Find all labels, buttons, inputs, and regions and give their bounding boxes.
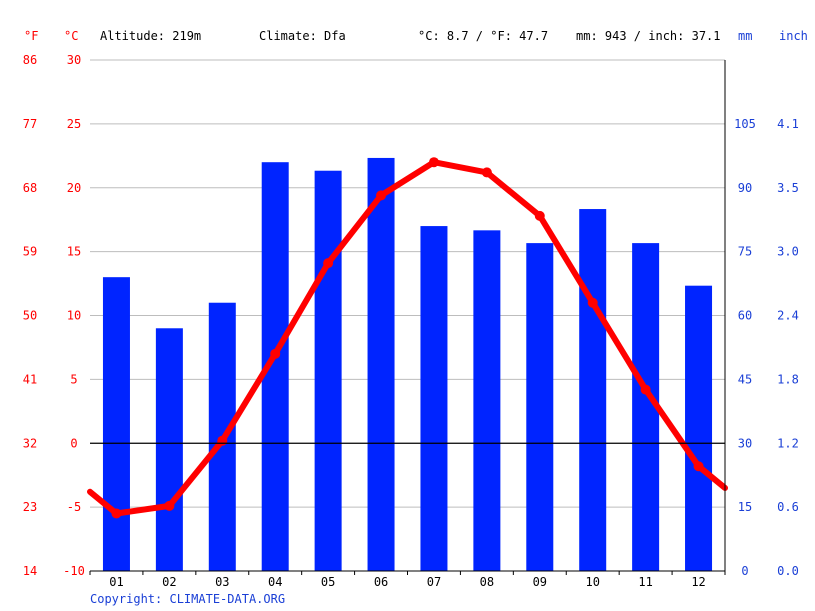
unit-mm-label: mm bbox=[738, 29, 752, 43]
precipitation-bar bbox=[685, 285, 713, 571]
unit-fahrenheit-label: °F bbox=[24, 29, 38, 43]
fahrenheit-tick-label: 50 bbox=[23, 309, 37, 323]
precipitation-bar bbox=[367, 157, 395, 572]
fahrenheit-tick-label: 59 bbox=[23, 245, 37, 259]
temperature-point bbox=[111, 508, 122, 519]
precipitation-bar bbox=[102, 277, 130, 571]
month-tick-label: 06 bbox=[374, 575, 388, 589]
precipitation-bar bbox=[420, 226, 448, 571]
inch-tick-label: 0.0 bbox=[777, 564, 799, 578]
precipitation-bar bbox=[314, 170, 342, 571]
precipitation-bar bbox=[155, 328, 183, 571]
fahrenheit-tick-label: 68 bbox=[23, 181, 37, 195]
month-tick-label: 03 bbox=[215, 575, 229, 589]
average-temperature-label: °C: 8.7 / °F: 47.7 bbox=[418, 29, 548, 43]
month-tick-label: 10 bbox=[585, 575, 599, 589]
precipitation-bar bbox=[579, 209, 607, 571]
month-tick-label: 04 bbox=[268, 575, 282, 589]
celsius-tick-label: 5 bbox=[70, 372, 77, 386]
temperature-series bbox=[87, 157, 728, 519]
mm-tick-label: 45 bbox=[738, 372, 752, 386]
mm-tick-label: 60 bbox=[738, 309, 752, 323]
month-tick-label: 01 bbox=[109, 575, 123, 589]
precipitation-bar bbox=[473, 230, 501, 572]
temperature-point bbox=[693, 461, 704, 472]
temperature-point bbox=[587, 297, 598, 308]
celsius-tick-label: 20 bbox=[67, 181, 81, 195]
fahrenheit-tick-label: 77 bbox=[23, 117, 37, 131]
gridlines bbox=[90, 59, 725, 508]
temperature-point bbox=[164, 500, 175, 511]
precipitation-bars bbox=[102, 157, 713, 572]
inch-tick-label: 1.8 bbox=[777, 372, 799, 386]
inch-tick-label: 2.4 bbox=[777, 309, 799, 323]
fahrenheit-tick-label: 32 bbox=[23, 436, 37, 450]
temperature-point bbox=[376, 190, 387, 201]
celsius-tick-label: 25 bbox=[67, 117, 81, 131]
fahrenheit-tick-label: 14 bbox=[23, 564, 37, 578]
celsius-tick-label: 10 bbox=[67, 309, 81, 323]
fahrenheit-tick-label: 86 bbox=[23, 53, 37, 67]
temperature-point bbox=[481, 167, 492, 178]
unit-celsius-label: °C bbox=[64, 29, 78, 43]
month-tick-label: 07 bbox=[427, 575, 441, 589]
inch-tick-label: 3.0 bbox=[777, 245, 799, 259]
celsius-tick-label: -10 bbox=[63, 564, 85, 578]
inch-tick-label: 3.5 bbox=[777, 181, 799, 195]
temperature-point bbox=[217, 435, 228, 446]
celsius-tick-label: 30 bbox=[67, 53, 81, 67]
temperature-line bbox=[87, 159, 728, 517]
altitude-label: Altitude: 219m bbox=[100, 29, 201, 43]
month-tick-label: 08 bbox=[480, 575, 494, 589]
unit-inch-label: inch bbox=[779, 29, 808, 43]
fahrenheit-tick-label: 41 bbox=[23, 372, 37, 386]
copyright-text: Copyright: CLIMATE-DATA.ORG bbox=[90, 592, 285, 606]
inch-tick-label: 0.6 bbox=[777, 500, 799, 514]
total-precipitation-label: mm: 943 / inch: 37.1 bbox=[576, 29, 721, 43]
mm-tick-label: 75 bbox=[738, 245, 752, 259]
fahrenheit-tick-label: 23 bbox=[23, 500, 37, 514]
climate-label: Climate: Dfa bbox=[259, 29, 346, 43]
inch-tick-label: 4.1 bbox=[777, 117, 799, 131]
month-tick-label: 02 bbox=[162, 575, 176, 589]
inch-tick-label: 1.2 bbox=[777, 436, 799, 450]
mm-tick-label: 15 bbox=[738, 500, 752, 514]
month-tick-label: 05 bbox=[321, 575, 335, 589]
celsius-tick-label: -5 bbox=[67, 500, 81, 514]
temperature-point bbox=[428, 157, 439, 168]
temperature-point bbox=[534, 210, 545, 221]
precipitation-bar bbox=[526, 243, 554, 571]
mm-tick-label: 90 bbox=[738, 181, 752, 195]
celsius-tick-label: 15 bbox=[67, 245, 81, 259]
month-tick-label: 11 bbox=[638, 575, 652, 589]
month-tick-label: 09 bbox=[533, 575, 547, 589]
mm-tick-label: 105 bbox=[734, 117, 756, 131]
mm-tick-label: 0 bbox=[741, 564, 748, 578]
temperature-point bbox=[323, 258, 334, 269]
celsius-tick-label: 0 bbox=[70, 436, 77, 450]
mm-tick-label: 30 bbox=[738, 436, 752, 450]
temperature-point bbox=[640, 384, 651, 395]
temperature-point bbox=[270, 348, 281, 359]
month-tick-label: 12 bbox=[691, 575, 705, 589]
axes: -10 14 -5 23 0 32 5 41 10 50 15 59 20 68 25 77 30 86 0 0.0 1… bbox=[23, 53, 799, 589]
